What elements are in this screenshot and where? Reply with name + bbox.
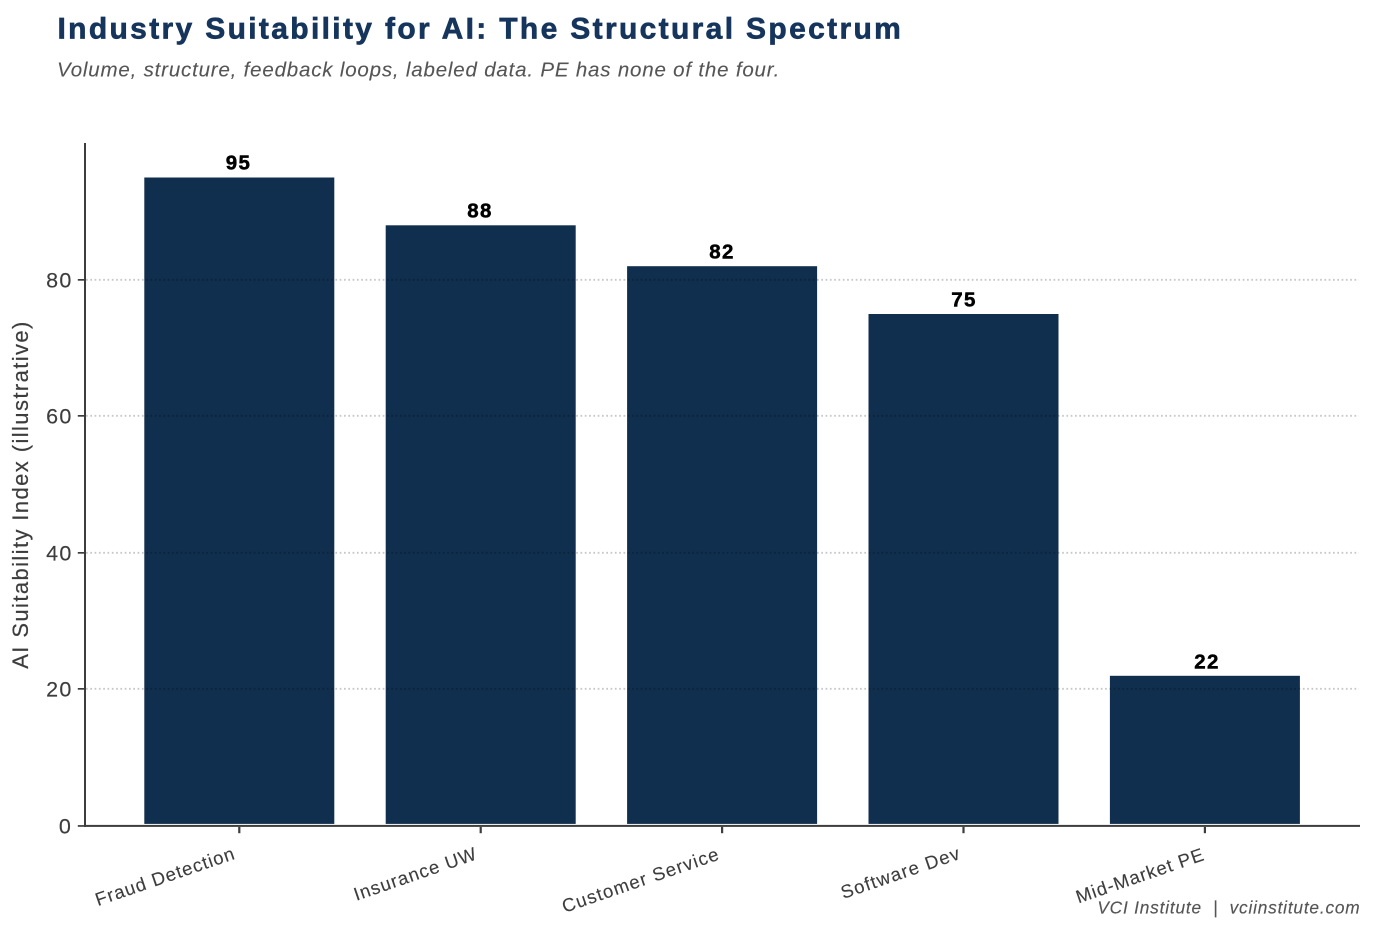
svg-text:75: 75 xyxy=(951,289,977,312)
svg-text:88: 88 xyxy=(467,200,493,223)
svg-text:20: 20 xyxy=(46,677,73,701)
svg-text:60: 60 xyxy=(46,404,73,428)
svg-text:22: 22 xyxy=(1194,651,1220,674)
svg-text:82: 82 xyxy=(709,241,735,264)
svg-text:80: 80 xyxy=(46,268,73,292)
svg-text:40: 40 xyxy=(46,541,73,565)
svg-text:0: 0 xyxy=(59,814,72,838)
svg-text:VCI Institute | vciinstitute: VCI Institute | vciinstitute.com xyxy=(1097,898,1360,918)
svg-text:95: 95 xyxy=(226,152,252,175)
svg-text:AI Suitability Index (illustra: AI Suitability Index (illustrative) xyxy=(8,320,33,669)
svg-text:Volume, structure, feedback lo: Volume, structure, feedback loops, label… xyxy=(57,58,780,81)
svg-text:Industry Suitability for AI: T: Industry Suitability for AI: The Structu… xyxy=(58,13,904,46)
